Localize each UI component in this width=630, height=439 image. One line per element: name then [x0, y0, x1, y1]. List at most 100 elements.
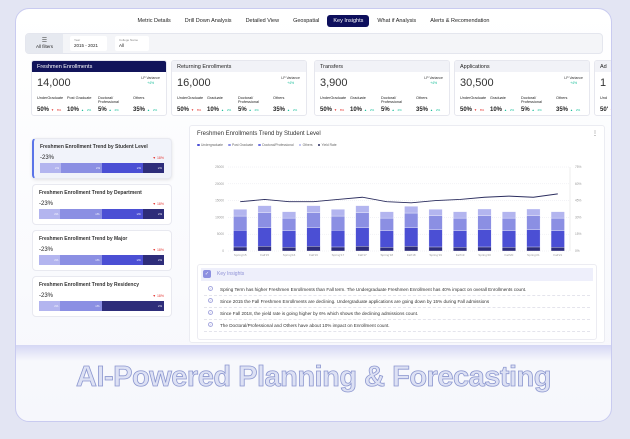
kpi-card[interactable]: Transfers 3,900 LP Variance +4% UnderGraduat… — [314, 60, 450, 116]
legend-item: Doctoral/Professional — [258, 143, 294, 147]
kpi-segment: Others 35% ▲ 2% — [416, 96, 441, 113]
x-tick-label: Fall'20 — [505, 253, 514, 257]
bar-post-graduate — [355, 212, 370, 228]
x-tick-label: Spring'18 — [380, 253, 393, 257]
arrow-up-icon: ▲ — [570, 108, 574, 112]
trend-card[interactable]: Freshmen Enrollment Trend by Student Lev… — [32, 138, 172, 179]
arrow-up-icon: ▲ — [531, 108, 536, 112]
tab-bar: Metric Details Drill Down Analysis Detaile… — [16, 15, 611, 27]
filter-bar: ☰ All filters Year 2015 - 2021 College N… — [25, 33, 603, 54]
kpi-segment: Graduate 10% ▲ 2% — [207, 96, 232, 113]
trend-card[interactable]: Freshmen Enrollment Trend by Major -23% ▼ … — [32, 230, 172, 271]
x-tick-label: Fall'17 — [358, 253, 367, 257]
tab-key-insights[interactable]: Key Insights — [327, 15, 370, 27]
chart-legend: Undergraduate Post Graduate Doctoral/Profe… — [197, 143, 337, 147]
divider-glow — [16, 345, 611, 361]
arrow-down-icon: ▼ — [152, 202, 157, 206]
tab-what-if-analysis[interactable]: What if Analysis — [377, 18, 417, 24]
bar-undergraduate — [306, 227, 321, 247]
arrow-down-icon: ▼ — [610, 108, 611, 112]
key-insights-panel: ✓ Key Insights ✓ Spring Term has higher Fr… — [197, 264, 597, 340]
bar-doctoral-professional — [257, 205, 272, 213]
x-tick-label: Fall'15 — [260, 253, 269, 257]
kpi-value: 3,900 — [320, 77, 348, 89]
kpi-value: 14,000 — [37, 77, 71, 89]
kpi-card[interactable]: Freshmen Enrollments 14,000 LP Variance +4%… — [31, 60, 167, 116]
bar-doctoral-professional — [282, 211, 296, 219]
kpi-title: Ad — [595, 61, 611, 72]
bar-segment: x% — [39, 255, 61, 265]
bar-post-graduate — [428, 215, 443, 230]
all-filters-button[interactable]: ☰ All filters — [26, 34, 63, 53]
y-tick-label: 0 — [222, 249, 224, 253]
y2-tick-label: 45% — [575, 199, 582, 203]
insight-item: ✓ Since Fall 2018, the yield rate is goin… — [204, 308, 590, 320]
trend-chart-card: Freshmen Enrollments Trend by Student Le… — [189, 125, 605, 343]
tab-geospatial[interactable]: Geospatial — [293, 18, 320, 24]
bar-doctoral-professional — [233, 209, 248, 217]
tab-drill-down-analysis[interactable]: Drill Down Analysis — [184, 18, 232, 24]
arrow-up-icon: ▲ — [221, 108, 225, 112]
year-filter[interactable]: Year 2015 - 2021 — [70, 36, 107, 51]
bar-undergraduate — [379, 230, 394, 248]
tab-metric-details[interactable]: Metric Details — [137, 18, 171, 24]
bar-post-graduate — [306, 212, 321, 228]
bar-doctoral-professional — [550, 211, 565, 219]
bar-others — [306, 246, 321, 252]
bar-undergraduate — [477, 229, 492, 248]
kpi-segment: UnderGraduate 50% ▼ 8% — [320, 96, 347, 113]
trend-change: ▼ 18% — [152, 294, 164, 298]
year-value: 2015 - 2021 — [74, 43, 99, 48]
arrow-up-icon: ▲ — [504, 108, 508, 112]
arrow-up-icon: ▲ — [108, 108, 113, 112]
kpi-segment: Doctoral/ Professional 5% ▲ 2% — [98, 96, 119, 113]
kpi-card[interactable]: Applications 30,500 LP Variance +4% UnderGra… — [454, 60, 590, 116]
bar-segment: x% — [101, 163, 143, 173]
kpi-value: 1 — [600, 77, 607, 89]
filter-icon: ☰ — [41, 38, 48, 44]
bar-segment: x% — [101, 301, 164, 311]
bar-segment: x% — [101, 209, 143, 219]
bar-post-graduate — [233, 215, 248, 231]
trend-card[interactable]: Freshmen Enrollment Trend by Department -… — [32, 184, 172, 225]
arrow-down-icon: ▼ — [152, 248, 157, 252]
bar-doctoral-professional — [477, 208, 492, 216]
y-tick-label: 5000 — [217, 232, 224, 236]
bar-segment: x% — [101, 255, 143, 265]
insight-item: ✓ Spring Term has higher Freshmen Enrollm… — [204, 284, 590, 296]
bar-segment: x% — [39, 301, 61, 311]
kpi-segment: UnderGraduate 50% ▼ 8% — [460, 96, 487, 113]
college-filter[interactable]: College Name All — [115, 36, 149, 51]
kpi-card[interactable]: Returning Enrollments 16,000 LP Variance +4… — [171, 60, 307, 116]
bar-undergraduate — [282, 230, 296, 248]
arrow-down-icon: ▼ — [152, 156, 157, 160]
bar-doctoral-professional — [502, 211, 516, 219]
arrow-up-icon: ▲ — [248, 108, 253, 112]
tab-alerts-recomendation[interactable]: Alerts & Recomendation — [430, 18, 490, 24]
kpi-title: Transfers — [315, 61, 449, 72]
trend-card[interactable]: Freshmen Enrollment Trend by Residency -2… — [32, 276, 172, 317]
x-tick-label: Spring'20 — [478, 253, 491, 257]
kpi-segment: Doctoral/ Professional 5% ▲ 2% — [521, 96, 542, 113]
bar-segment: x% — [142, 163, 164, 173]
trend-card-title: Freshmen Enrollment Trend by Major — [39, 236, 128, 242]
bar-undergraduate — [257, 227, 272, 247]
legend-item: Post Graduate — [228, 143, 253, 147]
bar-others — [233, 246, 248, 252]
arrow-down-icon: ▼ — [474, 108, 478, 112]
bar-others — [526, 246, 541, 252]
bar-undergraduate — [550, 230, 565, 248]
y2-tick-label: 0% — [575, 249, 580, 253]
x-tick-label: Spring'19 — [429, 253, 442, 257]
bar-post-graduate — [550, 217, 565, 231]
distribution-bar: x% x% x% x% — [39, 209, 164, 219]
bar-others — [453, 247, 467, 252]
tab-detailed-view[interactable]: Detailed View — [245, 18, 280, 24]
bar-others — [282, 247, 296, 252]
trend-card-title: Freshmen Enrollment Trend by Residency — [39, 282, 140, 288]
kpi-value: 30,500 — [460, 77, 494, 89]
more-menu-icon[interactable]: ⋮ — [592, 131, 598, 137]
bar-segment: x% — [39, 209, 61, 219]
